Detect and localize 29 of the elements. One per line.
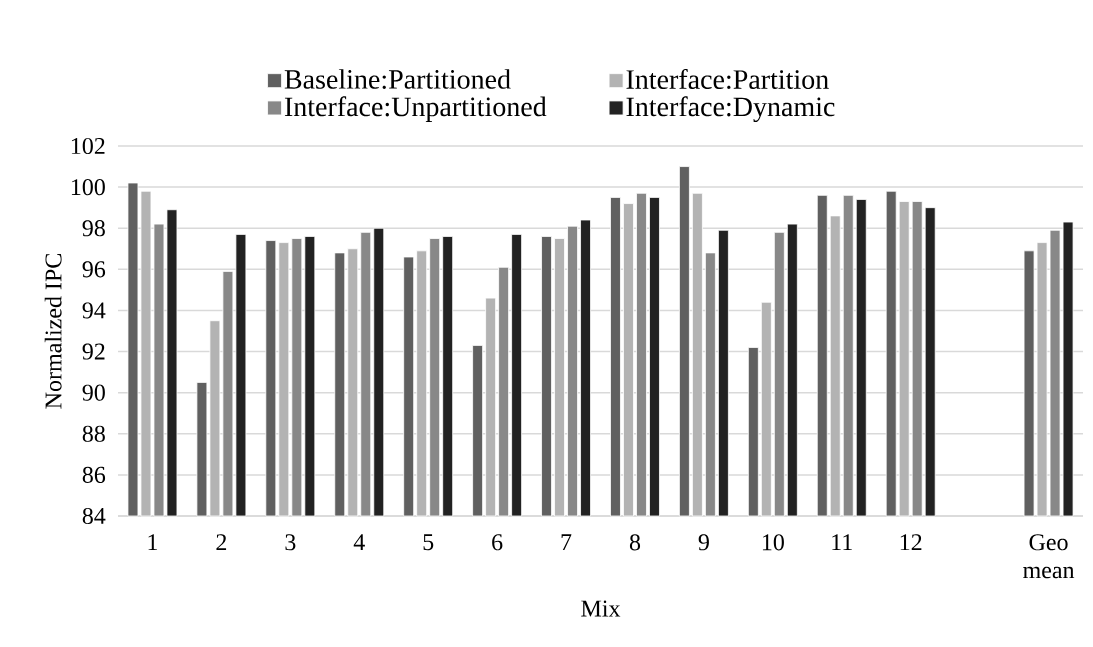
x-axis-title: Mix [581, 600, 621, 617]
y-tick-label: 84 [82, 507, 106, 525]
x-tick-label: 2 [216, 534, 227, 551]
x-tick-label: 1 [148, 534, 158, 551]
legend-label: Interface:Partition [626, 68, 829, 90]
y-tick-label: 96 [82, 261, 106, 278]
y-tick-label: 98 [82, 220, 105, 237]
x-tick-label: 11 [832, 534, 852, 551]
x-tick-label: 5 [423, 534, 434, 551]
y-tick-label: 86 [82, 466, 106, 483]
x-tick-label: 6 [492, 534, 503, 551]
x-tick-label: 3 [285, 534, 296, 551]
x-tick-label: 9 [698, 534, 709, 551]
x-tick-label: 7 [561, 534, 572, 550]
y-tick-label: 90 [82, 384, 105, 401]
y-tick-label: 92 [82, 343, 105, 360]
x-tick-label: Geo mean [1023, 534, 1075, 579]
y-tick-label: 100 [71, 179, 105, 196]
x-tick-label: 12 [900, 534, 922, 551]
y-axis-title: Normalized IPC [44, 254, 62, 409]
x-tick-label: 4 [353, 534, 365, 550]
y-tick-label: 102 [71, 137, 105, 155]
legend-label: Interface:Dynamic [626, 96, 835, 123]
x-tick-label: 10 [762, 534, 784, 551]
legend-label: Baseline:Partitioned [284, 69, 511, 89]
x-tick-label: 8 [629, 534, 641, 551]
y-tick-label: 94 [82, 302, 106, 319]
y-tick-label: 88 [82, 425, 105, 442]
legend-label: Interface:Unpartitioned [284, 96, 547, 122]
